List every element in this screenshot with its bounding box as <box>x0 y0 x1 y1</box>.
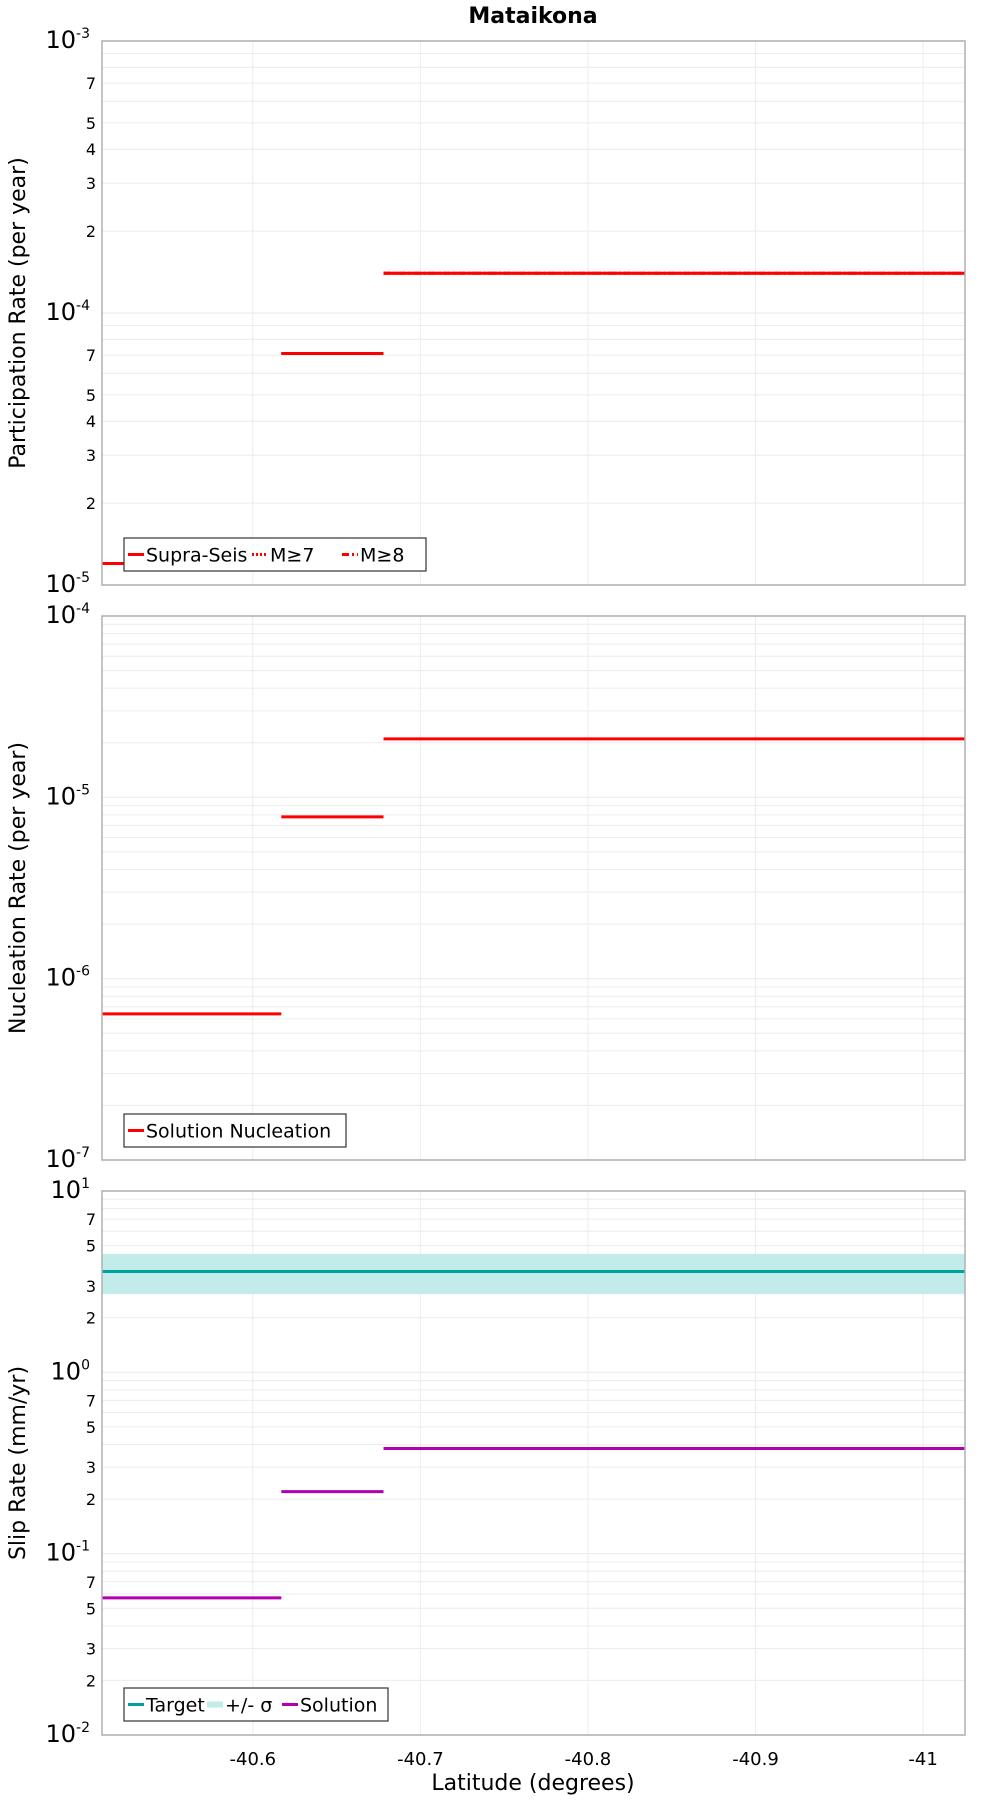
y-minor-tick-label: 5 <box>86 386 96 405</box>
legend: Target +/- σ Solution <box>123 1687 389 1722</box>
y-tick-label: 10-4 <box>45 298 90 326</box>
y-axis-label: Participation Rate (per year) <box>6 157 31 469</box>
y-tick-label: 100 <box>51 1357 90 1385</box>
y-tick-base: 10 <box>45 26 76 54</box>
y-tick-label: 10-1 <box>45 1539 90 1567</box>
y-tick-label: 10-5 <box>45 570 90 598</box>
y-tick-exponent: 0 <box>81 1357 90 1373</box>
legend-label: M≥8 <box>360 545 404 567</box>
legend-box <box>123 1113 347 1148</box>
y-minor-tick-label: 2 <box>86 222 96 241</box>
legend-swatch <box>207 1701 223 1708</box>
y-tick-exponent: -4 <box>76 298 90 314</box>
x-tick-label: -40.7 <box>397 1749 444 1770</box>
legend-label: M≥7 <box>270 545 314 567</box>
y-tick-base: 10 <box>51 1357 82 1385</box>
legend: Supra-Seis M≥7 M≥8 <box>123 537 427 572</box>
y-minor-tick-label: 3 <box>86 1458 96 1477</box>
y-tick-label: 10-7 <box>45 1145 90 1173</box>
legend-box <box>123 537 427 572</box>
y-minor-tick-label: 5 <box>86 1599 96 1618</box>
y-tick-base: 10 <box>51 1176 82 1204</box>
y-tick-base: 10 <box>45 601 76 629</box>
y-minor-tick-label: 2 <box>86 1309 96 1328</box>
y-minor-tick-label: 3 <box>86 174 96 193</box>
y-minor-tick-label: 2 <box>86 1671 96 1690</box>
y-tick-base: 10 <box>45 964 76 992</box>
y-tick-base: 10 <box>45 1145 76 1173</box>
x-tick-label: -40.9 <box>732 1749 779 1770</box>
y-tick-label: 10-4 <box>45 601 90 629</box>
y-minor-tick-label: 7 <box>86 1573 96 1592</box>
y-axis-label: Nucleation Rate (per year) <box>6 742 31 1034</box>
y-tick-exponent: -5 <box>76 570 90 586</box>
x-tick-label: -40.6 <box>230 1749 277 1770</box>
legend-label: Solution <box>300 1695 377 1717</box>
y-tick-exponent: -2 <box>76 1720 90 1736</box>
y-tick-label: 10-6 <box>45 964 90 992</box>
y-tick-label: 101 <box>51 1176 90 1204</box>
legend-label: +/- σ <box>225 1695 272 1717</box>
y-tick-exponent: -4 <box>76 601 90 617</box>
chart-title: Mataikona <box>468 4 597 29</box>
x-axis-label: Latitude (degrees) <box>431 1771 634 1796</box>
plot-area <box>102 616 965 1160</box>
plot-border <box>101 1190 966 1736</box>
legend: Solution Nucleation <box>123 1113 347 1148</box>
y-tick-label: 10-5 <box>45 782 90 810</box>
legend-label: Supra-Seis <box>146 545 247 567</box>
y-tick-exponent: 1 <box>81 1176 90 1192</box>
y-tick-exponent: -7 <box>76 1145 90 1161</box>
y-tick-base: 10 <box>45 298 76 326</box>
y-tick-exponent: -1 <box>76 1539 90 1555</box>
y-minor-tick-label: 4 <box>86 412 96 431</box>
legend-box <box>123 1687 389 1722</box>
y-minor-tick-label: 5 <box>86 1418 96 1437</box>
y-tick-label: 10-3 <box>45 26 90 54</box>
y-minor-tick-label: 5 <box>86 114 96 133</box>
y-tick-label: 10-2 <box>45 1720 90 1748</box>
x-tick-label: -41 <box>908 1749 937 1770</box>
plot-border <box>101 40 966 586</box>
y-tick-base: 10 <box>45 570 76 598</box>
y-minor-tick-label: 7 <box>86 1391 96 1410</box>
y-minor-tick-label: 3 <box>86 1277 96 1296</box>
y-tick-base: 10 <box>45 1720 76 1748</box>
y-minor-tick-label: 5 <box>86 1237 96 1256</box>
y-minor-tick-label: 4 <box>86 140 96 159</box>
legend-label: Solution Nucleation <box>146 1121 331 1143</box>
y-tick-exponent: -5 <box>76 782 90 798</box>
y-minor-tick-label: 2 <box>86 494 96 513</box>
y-tick-base: 10 <box>45 1539 76 1567</box>
y-minor-tick-label: 2 <box>86 1490 96 1509</box>
y-tick-base: 10 <box>45 782 76 810</box>
y-minor-tick-label: 3 <box>86 446 96 465</box>
legend-label: Target <box>145 1695 205 1717</box>
y-minor-tick-label: 3 <box>86 1639 96 1658</box>
y-minor-tick-label: 7 <box>86 74 96 93</box>
y-minor-tick-label: 7 <box>86 346 96 365</box>
y-axis-label: Slip Rate (mm/yr) <box>6 1366 31 1560</box>
x-tick-label: -40.8 <box>565 1749 612 1770</box>
sigma-band <box>102 1253 965 1295</box>
plot-border <box>101 615 966 1161</box>
y-tick-exponent: -6 <box>76 964 90 980</box>
y-minor-tick-label: 7 <box>86 1210 96 1229</box>
y-tick-exponent: -3 <box>76 26 90 42</box>
